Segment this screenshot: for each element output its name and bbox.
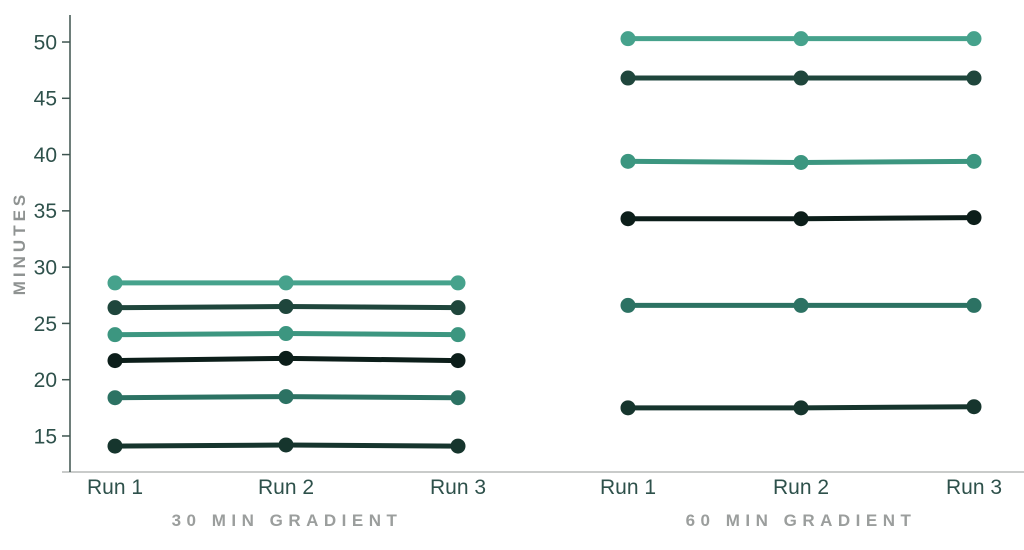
data-point-30min-peak-2 xyxy=(450,300,466,316)
data-point-60min-peak-1 xyxy=(620,31,636,47)
data-point-60min-peak-2 xyxy=(966,70,982,86)
data-point-60min-peak-4 xyxy=(793,211,809,227)
y-tick-label: 50 xyxy=(34,31,57,54)
data-point-30min-peak-5 xyxy=(107,390,123,406)
y-tick-label: 25 xyxy=(34,313,57,336)
y-tick-label: 35 xyxy=(34,200,57,223)
y-axis-title: MINUTES xyxy=(10,190,29,296)
data-point-30min-peak-2 xyxy=(278,299,294,315)
data-point-60min-peak-1 xyxy=(793,31,809,47)
data-point-30min-peak-1 xyxy=(107,275,123,291)
data-point-30min-peak-1 xyxy=(450,275,466,291)
run-label-30min: Run 3 xyxy=(430,476,486,499)
data-point-30min-peak-5 xyxy=(450,390,466,406)
data-point-60min-peak-2 xyxy=(620,70,636,86)
data-point-60min-peak-6 xyxy=(793,400,809,416)
data-point-30min-peak-4 xyxy=(450,353,466,369)
data-point-30min-peak-5 xyxy=(278,389,294,405)
data-point-30min-peak-6 xyxy=(107,438,123,454)
data-point-60min-peak-5 xyxy=(966,297,982,313)
data-point-60min-peak-5 xyxy=(620,297,636,313)
data-point-60min-peak-4 xyxy=(620,211,636,227)
data-point-60min-peak-3 xyxy=(966,153,982,169)
data-point-30min-peak-6 xyxy=(278,437,294,453)
data-point-60min-peak-5 xyxy=(793,297,809,313)
run-label-60min: Run 2 xyxy=(773,476,829,499)
run-label-30min: Run 1 xyxy=(87,476,143,499)
y-tick-label: 45 xyxy=(34,88,57,111)
panel-caption-60min: 60 MIN GRADIENT xyxy=(685,511,917,530)
panel-caption-30min: 30 MIN GRADIENT xyxy=(171,511,403,530)
data-point-60min-peak-1 xyxy=(966,31,982,47)
y-tick-label: 40 xyxy=(34,144,57,167)
run-label-60min: Run 3 xyxy=(946,476,1002,499)
data-point-60min-peak-3 xyxy=(620,153,636,169)
y-tick-label: 20 xyxy=(34,369,57,392)
data-point-30min-peak-1 xyxy=(278,275,294,291)
y-tick-label: 30 xyxy=(34,256,57,279)
y-tick-label: 15 xyxy=(34,425,57,448)
run-label-30min: Run 2 xyxy=(258,476,314,499)
data-point-60min-peak-6 xyxy=(966,399,982,415)
data-point-30min-peak-3 xyxy=(450,327,466,343)
data-point-30min-peak-4 xyxy=(107,353,123,369)
data-point-30min-peak-6 xyxy=(450,438,466,454)
data-point-30min-peak-3 xyxy=(107,327,123,343)
data-point-60min-peak-6 xyxy=(620,400,636,416)
data-point-60min-peak-2 xyxy=(793,70,809,86)
data-point-30min-peak-4 xyxy=(278,350,294,366)
data-point-30min-peak-2 xyxy=(107,300,123,316)
run-label-60min: Run 1 xyxy=(600,476,656,499)
data-point-60min-peak-4 xyxy=(966,210,982,226)
data-point-60min-peak-3 xyxy=(793,154,809,170)
data-point-30min-peak-3 xyxy=(278,326,294,342)
